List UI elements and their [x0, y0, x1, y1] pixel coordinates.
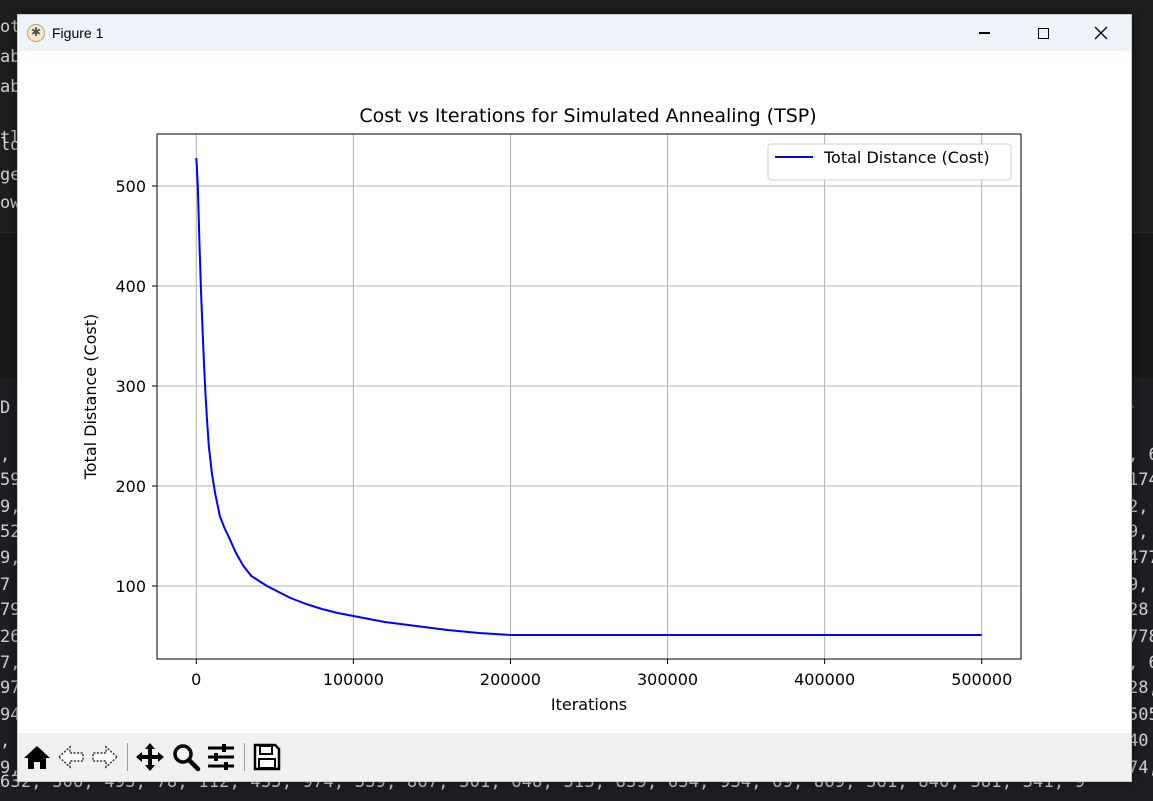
x-tick-label: 0 — [191, 670, 201, 689]
grid — [157, 134, 1021, 659]
configure-subplots-icon — [208, 744, 234, 770]
matplotlib-app-icon: ✱ — [27, 24, 45, 42]
code-fragment: ab — [0, 47, 21, 67]
pan-icon — [136, 743, 164, 771]
code-fragment: , — [0, 445, 11, 465]
code-fragment: , — [0, 731, 11, 751]
code-fragment: ab — [0, 77, 21, 97]
code-fragment: 97 — [0, 678, 21, 698]
x-tick-label: 200000 — [480, 670, 541, 689]
back-arrow-icon — [57, 745, 84, 769]
code-fragment: 477 — [1128, 548, 1153, 568]
code-fragment: ot — [0, 17, 21, 37]
close-icon — [1094, 26, 1108, 40]
forward-button[interactable] — [90, 742, 120, 772]
code-fragment: 40 — [1128, 731, 1149, 751]
y-tick-label: 200 — [115, 477, 146, 496]
maximize-icon — [1037, 27, 1049, 39]
code-fragment: 9, — [1128, 522, 1149, 542]
x-axis-label: Iterations — [551, 695, 627, 714]
back-button[interactable] — [56, 742, 86, 772]
code-fragment: , 6 — [1128, 445, 1153, 465]
legend-label: Total Distance (Cost) — [823, 148, 990, 167]
y-tick-label: 100 — [115, 577, 146, 596]
code-fragment: 7, — [0, 653, 21, 673]
window-title: Figure 1 — [52, 25, 104, 41]
save-icon — [253, 743, 281, 771]
legend-box — [767, 143, 1012, 181]
code-fragment: 9, — [0, 758, 21, 778]
code-fragment: 59 — [0, 470, 21, 490]
minimize-icon — [978, 32, 990, 34]
code-fragment: 94 — [0, 705, 21, 725]
pan-button[interactable] — [135, 742, 165, 772]
y-tick-label: 300 — [115, 377, 146, 396]
save-button[interactable] — [252, 742, 282, 772]
x-tick-label: 400000 — [794, 670, 855, 689]
legend: Total Distance (Cost) — [767, 143, 1012, 181]
x-axis-ticks: 0 100000 200000 300000 400000 500000 — [191, 659, 1012, 689]
zoom-icon — [173, 744, 201, 772]
minimize-button[interactable] — [956, 15, 1012, 51]
series-layer — [195, 157, 982, 636]
title-bar[interactable]: ✱ Figure 1 — [18, 15, 1131, 51]
code-fragment: , 6 — [1128, 653, 1153, 673]
close-button[interactable] — [1073, 15, 1129, 51]
figure-canvas[interactable]: Cost vs Iterations for Simulated Anneali… — [18, 51, 1131, 733]
configure-subplots-button[interactable] — [206, 742, 236, 772]
chart: Cost vs Iterations for Simulated Anneali… — [81, 105, 1022, 714]
x-tick-label: 500000 — [951, 670, 1012, 689]
code-fragment: 9, — [0, 497, 21, 517]
x-tick-label: 100000 — [323, 670, 384, 689]
code-fragment: 9, — [1128, 575, 1149, 595]
code-fragment: 2, — [1128, 497, 1149, 517]
code-fragment: 28 — [1128, 600, 1149, 620]
code-fragment: 174 — [1128, 470, 1153, 490]
code-fragment: ow — [0, 193, 21, 213]
y-axis-label: Total Distance (Cost) — [81, 314, 100, 481]
code-fragment: 9, — [0, 548, 21, 568]
code-fragment: 28, — [1128, 678, 1153, 698]
zoom-button[interactable] — [171, 742, 201, 772]
navigation-toolbar — [18, 733, 1131, 781]
home-button[interactable] — [22, 742, 52, 772]
maximize-button[interactable] — [1015, 15, 1071, 51]
axes-frame — [156, 133, 1022, 660]
code-fragment: 52 — [0, 522, 21, 542]
toolbar-separator — [244, 743, 245, 771]
forward-arrow-icon — [92, 745, 119, 769]
code-fragment: tl — [0, 128, 21, 148]
y-axis-ticks: 100 200 300 400 500 — [115, 177, 157, 596]
code-fragment: 505 — [1128, 705, 1153, 725]
chart-title: Cost vs Iterations for Simulated Anneali… — [359, 105, 816, 127]
code-fragment: 26 — [0, 627, 21, 647]
code-fragment: 778 — [1128, 627, 1153, 647]
series-line — [195, 157, 982, 636]
x-tick-label: 300000 — [637, 670, 698, 689]
code-fragment: 79 — [0, 600, 21, 620]
code-fragment: ld — [0, 135, 21, 155]
code-fragment: D — [0, 398, 11, 418]
y-tick-label: 400 — [115, 277, 146, 296]
y-tick-label: 500 — [115, 177, 146, 196]
toolbar-separator — [127, 743, 128, 771]
code-fragment: ge — [0, 165, 21, 185]
code-fragment: 7 — [0, 575, 11, 595]
home-icon — [24, 746, 50, 769]
code-fragment: 74, — [1128, 758, 1153, 778]
figure-window: ✱ Figure 1 Cost vs Iterations for Simula… — [17, 14, 1132, 782]
